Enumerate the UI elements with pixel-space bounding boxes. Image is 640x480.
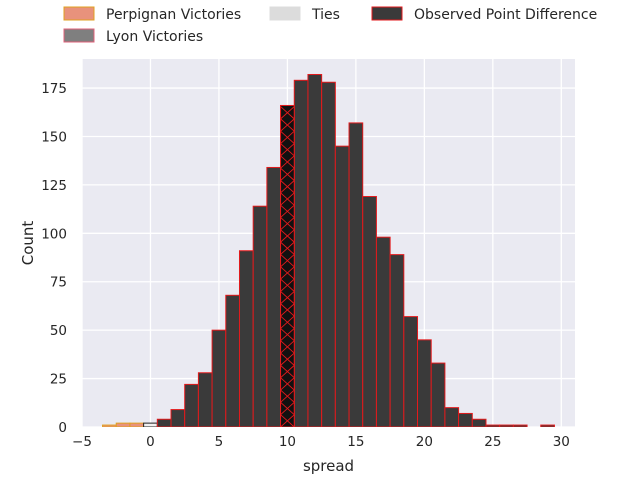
histogram-bar (375, 236, 391, 427)
hatch-line (280, 352, 295, 366)
histogram-bar (225, 294, 240, 427)
histogram-bar (266, 166, 282, 427)
y-tick-label: 75 (50, 275, 67, 291)
histogram-bar (403, 316, 419, 427)
x-tick-label: 20 (416, 434, 433, 450)
histogram-bar (129, 422, 145, 427)
legend-label: Observed Point Difference (414, 7, 597, 23)
legend: Perpignan Victories Lyon Victories Ties Obs… (63, 6, 597, 45)
hatch-line (280, 266, 295, 280)
hatch-line (280, 118, 295, 132)
histogram-bar (348, 122, 364, 427)
hatch-line (280, 254, 295, 268)
hatch-line (280, 106, 295, 120)
hatch-line (280, 389, 295, 403)
hatch-line (280, 229, 295, 243)
y-tick-label: 175 (41, 81, 67, 97)
y-tick-label: 125 (41, 178, 67, 194)
hatch-line (280, 414, 295, 427)
hatch-line (280, 291, 295, 305)
histogram-bar (485, 424, 501, 427)
histogram-bar (471, 418, 487, 427)
histogram-bar (499, 424, 514, 427)
y-tick-label: 100 (41, 226, 67, 242)
legend-label: Perpignan Victories (106, 7, 241, 23)
hatch-line (280, 167, 295, 181)
hatch-line (280, 328, 295, 342)
x-tick-label: 30 (553, 434, 570, 450)
hatch-line (280, 192, 295, 206)
bars (102, 73, 555, 427)
histogram-bar (156, 418, 172, 427)
hatch-line (280, 402, 295, 416)
hatch-line (280, 315, 295, 329)
y-tick-label: 50 (50, 323, 67, 339)
legend-swatch (63, 6, 95, 21)
hatch-line (280, 143, 295, 157)
y-tick-label: 150 (41, 129, 67, 145)
hatch-line (280, 130, 295, 144)
histogram-bar (307, 73, 323, 427)
histogram-bar (334, 145, 350, 427)
hatch-line (280, 155, 295, 169)
histogram-bar (389, 254, 405, 427)
y-tick-label: 25 (50, 372, 67, 388)
x-tick-label: −5 (72, 434, 92, 450)
legend-swatch (63, 28, 95, 43)
y-axis-label: Count (19, 221, 37, 266)
histogram-bar (458, 412, 473, 427)
hatch-line (280, 217, 295, 231)
y-tick-labels: 0 25 50 75 100 125 150 175 (41, 81, 67, 436)
hatch-line (280, 365, 295, 379)
hatch-line (280, 204, 295, 218)
hatch-line (280, 340, 295, 354)
legend-swatch (269, 6, 301, 21)
hatch-line (280, 241, 295, 255)
histogram-bar (184, 383, 199, 427)
histogram-bar (252, 205, 268, 427)
x-tick-labels: −5 0 5 10 15 20 25 30 (72, 434, 570, 450)
histogram-bar (444, 407, 460, 427)
histogram-bar (512, 424, 528, 427)
legend-swatch (371, 6, 403, 21)
y-tick-label: 0 (58, 420, 67, 436)
histogram-bar (362, 196, 377, 427)
histogram-bar (417, 339, 432, 427)
x-tick-label: 15 (347, 434, 364, 450)
x-tick-label: 10 (279, 434, 296, 450)
histogram-bar (197, 372, 213, 427)
histogram-bar (293, 79, 309, 427)
histogram-bar (170, 409, 186, 427)
x-axis-label: spread (303, 457, 354, 475)
x-tick-label: 25 (484, 434, 501, 450)
hatch-line (280, 278, 295, 292)
histogram-bar (238, 250, 254, 427)
histogram-bar (540, 424, 555, 427)
histogram-bar (321, 81, 336, 427)
hatch-line (280, 303, 295, 317)
legend-label: Ties (311, 7, 340, 23)
histogram-bar (430, 362, 446, 427)
hatch-line (280, 377, 295, 391)
legend-label: Lyon Victories (106, 29, 203, 45)
histogram-bar (115, 422, 131, 427)
histogram-bar (211, 329, 227, 427)
histogram-bar (143, 422, 158, 427)
x-tick-label: 0 (146, 434, 155, 450)
hatch-line (280, 180, 295, 194)
histogram-bar (102, 424, 117, 427)
x-tick-label: 5 (215, 434, 224, 450)
